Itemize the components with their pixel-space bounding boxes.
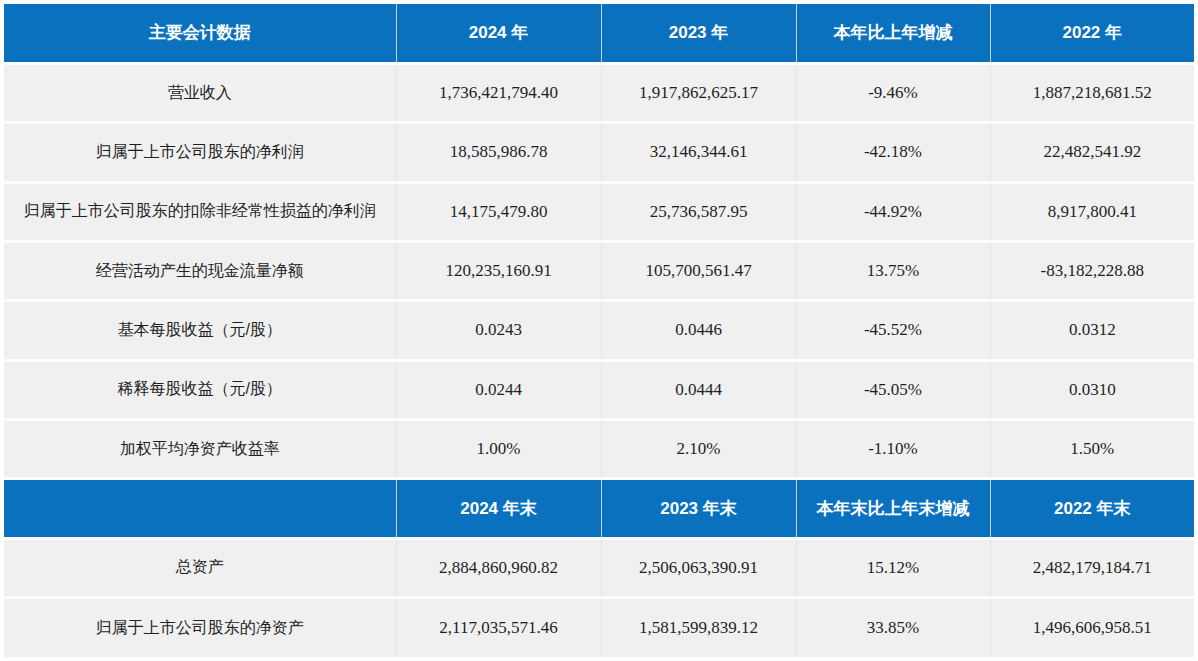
cell-value: 1.50%	[990, 420, 1194, 479]
table-row: 归属于上市公司股东的净资产2,117,035,571.461,581,599,8…	[4, 598, 1194, 657]
cell-value: 1,581,599,839.12	[601, 598, 796, 657]
table-row: 总资产2,884,860,960.822,506,063,390.9115.12…	[4, 538, 1194, 597]
cell-value: 2.10%	[601, 420, 796, 479]
cell-value: 2,482,179,184.71	[990, 538, 1194, 597]
column-header: 2022 年末	[990, 479, 1194, 538]
row-label: 归属于上市公司股东的净资产	[4, 598, 396, 657]
header-row: 2024 年末2023 年末本年末比上年末增减2022 年末	[4, 479, 1194, 538]
cell-value: 1,917,862,625.17	[601, 63, 796, 122]
cell-value: 2,506,063,390.91	[601, 538, 796, 597]
row-label: 归属于上市公司股东的净利润	[4, 123, 396, 182]
column-header: 2023 年末	[601, 479, 796, 538]
cell-value: 0.0243	[396, 301, 601, 360]
cell-value: -9.46%	[796, 63, 990, 122]
cell-value: 18,585,986.78	[396, 123, 601, 182]
cell-value: -44.92%	[796, 182, 990, 241]
row-label-column-header: 主要会计数据	[4, 4, 396, 63]
column-header: 本年末比上年末增减	[796, 479, 990, 538]
column-header: 2024 年	[396, 4, 601, 63]
cell-value: 0.0310	[990, 360, 1194, 419]
row-label: 总资产	[4, 538, 396, 597]
cell-value: 0.0244	[396, 360, 601, 419]
cell-value: 15.12%	[796, 538, 990, 597]
cell-value: 1,496,606,958.51	[990, 598, 1194, 657]
table-row: 归属于上市公司股东的净利润18,585,986.7832,146,344.61-…	[4, 123, 1194, 182]
column-header: 2022 年	[990, 4, 1194, 63]
column-header: 2023 年	[601, 4, 796, 63]
cell-value: 0.0446	[601, 301, 796, 360]
key-accounting-data-table: 主要会计数据2024 年2023 年本年比上年增减2022 年营业收入1,736…	[4, 4, 1194, 657]
row-label: 加权平均净资产收益率	[4, 420, 396, 479]
row-label: 稀释每股收益（元/股）	[4, 360, 396, 419]
row-label: 营业收入	[4, 63, 396, 122]
cell-value: 105,700,561.47	[601, 241, 796, 300]
table-row: 加权平均净资产收益率1.00%2.10%-1.10%1.50%	[4, 420, 1194, 479]
table-row: 基本每股收益（元/股）0.02430.0446-45.52%0.0312	[4, 301, 1194, 360]
financial-summary-page: 主要会计数据2024 年2023 年本年比上年增减2022 年营业收入1,736…	[0, 0, 1198, 661]
cell-value: 1,736,421,794.40	[396, 63, 601, 122]
table-row: 稀释每股收益（元/股）0.02440.0444-45.05%0.0310	[4, 360, 1194, 419]
row-label: 经营活动产生的现金流量净额	[4, 241, 396, 300]
cell-value: 33.85%	[796, 598, 990, 657]
cell-value: 25,736,587.95	[601, 182, 796, 241]
cell-value: 8,917,800.41	[990, 182, 1194, 241]
cell-value: 0.0312	[990, 301, 1194, 360]
cell-value: 22,482,541.92	[990, 123, 1194, 182]
column-header: 本年比上年增减	[796, 4, 990, 63]
table-row: 经营活动产生的现金流量净额120,235,160.91105,700,561.4…	[4, 241, 1194, 300]
row-label: 基本每股收益（元/股）	[4, 301, 396, 360]
table-row: 归属于上市公司股东的扣除非经常性损益的净利润14,175,479.8025,73…	[4, 182, 1194, 241]
cell-value: -1.10%	[796, 420, 990, 479]
cell-value: 120,235,160.91	[396, 241, 601, 300]
cell-value: -45.05%	[796, 360, 990, 419]
column-header: 2024 年末	[396, 479, 601, 538]
cell-value: -42.18%	[796, 123, 990, 182]
cell-value: 2,884,860,960.82	[396, 538, 601, 597]
header-row: 主要会计数据2024 年2023 年本年比上年增减2022 年	[4, 4, 1194, 63]
cell-value: 1,887,218,681.52	[990, 63, 1194, 122]
cell-value: 13.75%	[796, 241, 990, 300]
cell-value: -83,182,228.88	[990, 241, 1194, 300]
table-row: 营业收入1,736,421,794.401,917,862,625.17-9.4…	[4, 63, 1194, 122]
cell-value: 2,117,035,571.46	[396, 598, 601, 657]
cell-value: 1.00%	[396, 420, 601, 479]
cell-value: 32,146,344.61	[601, 123, 796, 182]
row-label: 归属于上市公司股东的扣除非经常性损益的净利润	[4, 182, 396, 241]
cell-value: 0.0444	[601, 360, 796, 419]
cell-value: 14,175,479.80	[396, 182, 601, 241]
cell-value: -45.52%	[796, 301, 990, 360]
row-label-column-header	[4, 479, 396, 538]
